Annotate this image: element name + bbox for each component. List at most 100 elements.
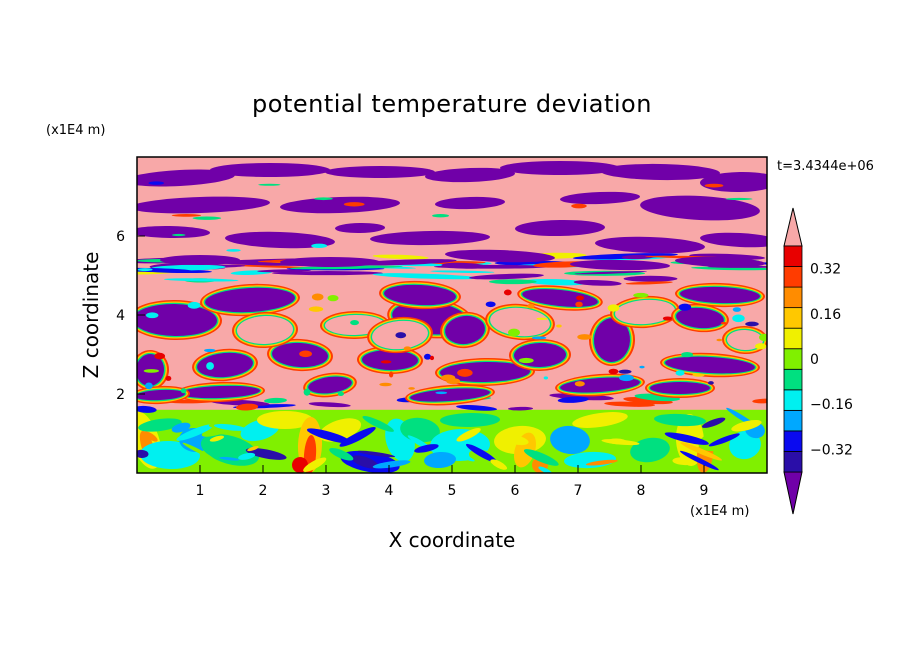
mid-speck	[716, 339, 722, 342]
upper-speck	[172, 214, 201, 217]
mid-speck	[619, 374, 634, 381]
mid-speck	[181, 388, 187, 393]
x-tick-label: 1	[196, 483, 205, 499]
mid-speck	[618, 370, 631, 374]
mid-speck	[745, 322, 759, 327]
mid-speck	[304, 389, 311, 396]
upper-speck	[258, 184, 280, 186]
upper-band	[280, 257, 380, 267]
mid-speck	[755, 343, 766, 349]
mid-speck	[486, 301, 496, 307]
mid-speck	[681, 352, 693, 357]
mid-speck	[430, 356, 434, 360]
colorbar-label: −0.16	[810, 397, 853, 413]
x-tick-label: 6	[511, 483, 520, 499]
x-tick-label: 4	[385, 483, 394, 499]
colorbar: 0.32 0.16 0 −0.16 −0.32	[784, 208, 853, 514]
mid-speck	[556, 324, 562, 327]
mid-speck	[609, 369, 619, 375]
colorbar-label: −0.32	[810, 442, 853, 458]
y-axis-label: Z coordinate	[79, 252, 103, 379]
colorbar-segment	[784, 267, 802, 288]
upper-speck	[226, 249, 240, 252]
mid-speck	[508, 329, 520, 337]
chart-title: potential temperature deviation	[252, 90, 652, 118]
upper-speck	[172, 234, 185, 236]
x-tick-label: 7	[574, 483, 583, 499]
y-tick-label: 6	[116, 229, 125, 245]
colorbar-segment	[784, 410, 802, 431]
colorbar-under-arrow	[784, 472, 802, 514]
mid-speck	[206, 362, 214, 370]
x-tick-label: 3	[322, 483, 331, 499]
mid-speck	[328, 295, 339, 301]
colorbar-label: 0.16	[810, 307, 841, 323]
mid-speck	[309, 306, 323, 311]
plot-area	[106, 157, 807, 477]
colorbar-label: 0	[810, 352, 819, 368]
x-axis-label: X coordinate	[389, 528, 516, 552]
mid-speck	[350, 320, 359, 325]
colorbar-segment	[784, 287, 802, 308]
upper-speck	[314, 197, 333, 200]
upper-speck	[726, 198, 753, 200]
mid-speck	[299, 351, 312, 358]
mid-speck	[733, 307, 741, 312]
cell-core	[650, 382, 710, 394]
field-layer	[106, 161, 807, 477]
mid-speck	[721, 322, 727, 325]
mid-speck	[544, 376, 548, 379]
mid-speck	[575, 381, 585, 386]
mid-speck	[204, 349, 216, 352]
upper-band	[210, 163, 330, 177]
mid-speck	[144, 369, 159, 373]
mid-speck	[424, 354, 431, 360]
mid-speck	[165, 376, 171, 381]
x-tick-label: 8	[637, 483, 646, 499]
y-unit-label: (x1E4 m)	[46, 123, 105, 138]
mid-speck	[312, 294, 324, 301]
mid-speck	[145, 382, 153, 389]
mid-speck	[504, 289, 512, 295]
colorbar-label: 0.32	[810, 262, 841, 278]
colorbar-segment	[784, 328, 802, 349]
colorbar-segment	[784, 369, 802, 390]
mid-speck	[676, 370, 685, 376]
mid-speck	[759, 334, 770, 341]
colorbar-segment	[784, 246, 802, 267]
mid-speck	[188, 302, 201, 309]
upper-band	[160, 255, 240, 265]
colorbar-segment	[784, 451, 802, 472]
x-unit-label: (x1E4 m)	[690, 504, 749, 519]
mid-speck	[663, 316, 672, 320]
mid-speck	[441, 375, 455, 381]
mid-speck	[519, 358, 534, 363]
mid-speck	[435, 392, 447, 395]
colorbar-segment	[784, 390, 802, 411]
mid-speck	[146, 312, 159, 318]
x-tick-label: 2	[259, 483, 268, 499]
upper-speck	[138, 268, 153, 271]
mid-speck	[576, 296, 584, 301]
mid-speck	[692, 373, 704, 376]
mid-speck	[457, 369, 473, 377]
streak-band-line	[624, 276, 678, 282]
upper-speck	[311, 244, 327, 248]
mid-speck	[708, 381, 714, 385]
mid-speck	[577, 334, 591, 340]
mid-speck	[575, 302, 582, 308]
colorbar-segment	[784, 349, 802, 370]
time-annotation: t=3.4344e+06	[777, 159, 874, 174]
mid-speck	[389, 372, 393, 378]
mid-speck	[732, 315, 744, 323]
mid-speck	[404, 346, 411, 351]
upper-speck	[432, 214, 449, 217]
mid-speck	[639, 366, 644, 369]
x-tick-label: 9	[700, 483, 709, 499]
colorbar-over-arrow	[784, 208, 802, 246]
upper-band	[325, 166, 435, 178]
mid-speck	[679, 304, 692, 311]
y-tick-label: 2	[116, 387, 125, 403]
mid-speck	[536, 318, 547, 320]
